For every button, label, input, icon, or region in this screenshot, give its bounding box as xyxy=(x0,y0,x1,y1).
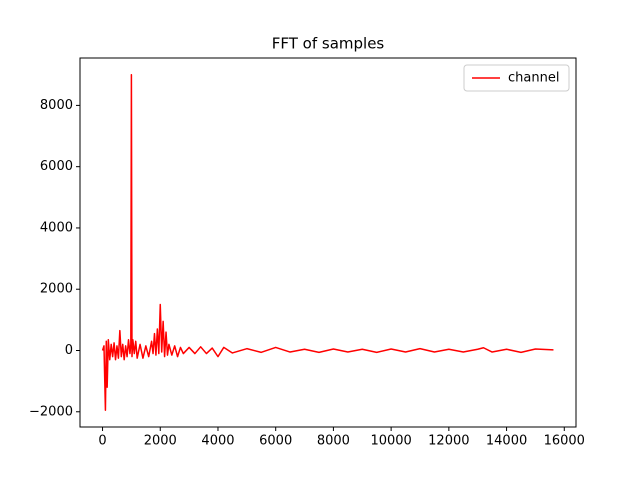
x-tick-label: 14000 xyxy=(486,434,527,449)
x-tick-label: 10000 xyxy=(370,434,411,449)
legend-label: channel xyxy=(508,71,559,86)
plot-frame xyxy=(79,57,577,428)
y-tick-label: 4000 xyxy=(40,220,73,235)
x-tick-label: 4000 xyxy=(201,434,234,449)
y-tick-label: −2000 xyxy=(29,404,73,419)
x-tick-label: 16000 xyxy=(544,434,585,449)
legend-box xyxy=(463,64,570,92)
y-tick-label: 0 xyxy=(65,343,73,358)
chart-title: FFT of samples xyxy=(272,35,385,53)
x-tick-label: 6000 xyxy=(259,434,292,449)
data-line xyxy=(101,74,554,411)
x-tick-label: 2000 xyxy=(144,434,177,449)
y-tick-label: 8000 xyxy=(40,98,73,113)
x-tick-label: 0 xyxy=(98,434,106,449)
x-tick-label: 12000 xyxy=(428,434,469,449)
y-tick-label: 6000 xyxy=(40,159,73,174)
y-tick-label: 2000 xyxy=(40,282,73,297)
x-tick-label: 8000 xyxy=(317,434,350,449)
